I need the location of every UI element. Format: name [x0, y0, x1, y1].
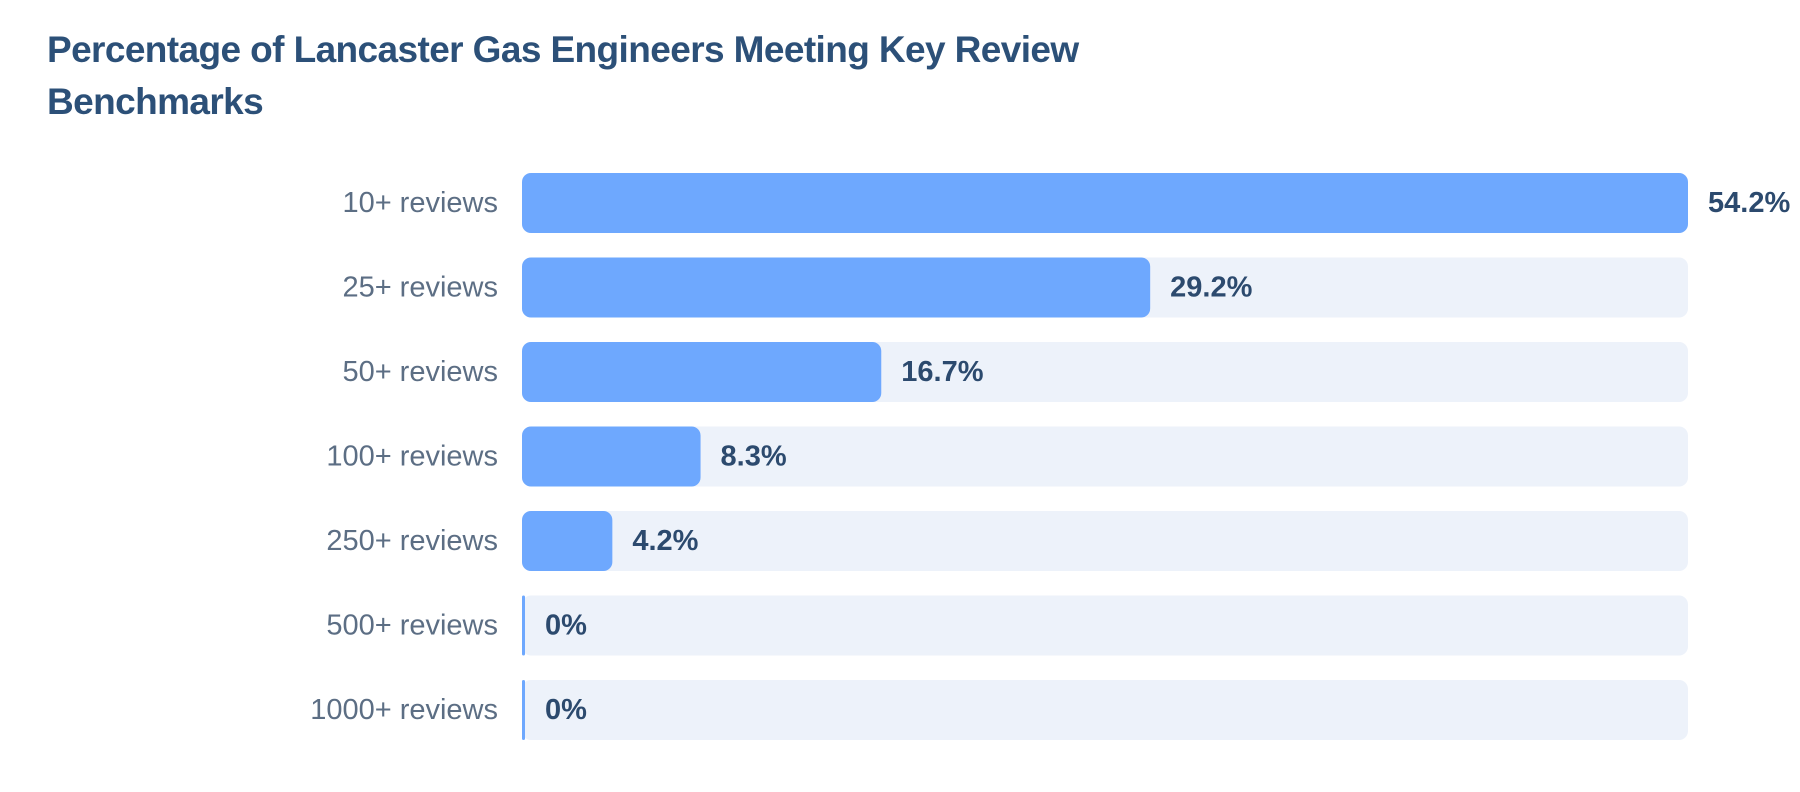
- bar-track: [522, 511, 1688, 571]
- bar: [522, 257, 1151, 318]
- category-label: 100+ reviews: [326, 441, 498, 473]
- value-label: 4.2%: [632, 525, 698, 557]
- value-label: 54.2%: [1708, 187, 1790, 219]
- bar: [522, 342, 882, 402]
- value-label: 0%: [545, 610, 587, 642]
- bar-track: [522, 680, 1688, 740]
- bar-track: [522, 595, 1688, 656]
- value-label: 16.7%: [901, 356, 983, 388]
- value-label: 0%: [545, 694, 587, 726]
- bar: [522, 511, 613, 571]
- category-label: 50+ reviews: [342, 356, 498, 388]
- category-label: 250+ reviews: [326, 525, 498, 557]
- category-label: 500+ reviews: [326, 610, 498, 642]
- category-label: 1000+ reviews: [310, 694, 498, 726]
- category-label: 10+ reviews: [342, 187, 498, 219]
- value-label: 29.2%: [1170, 272, 1252, 304]
- value-label: 8.3%: [721, 441, 787, 473]
- bar: [522, 426, 701, 487]
- bar-track: [522, 426, 1688, 487]
- bar: [522, 173, 1688, 233]
- category-label: 25+ reviews: [342, 272, 498, 304]
- bar: [522, 595, 525, 656]
- chart-title: Percentage of Lancaster Gas Engineers Me…: [47, 29, 1079, 122]
- bar: [522, 680, 525, 740]
